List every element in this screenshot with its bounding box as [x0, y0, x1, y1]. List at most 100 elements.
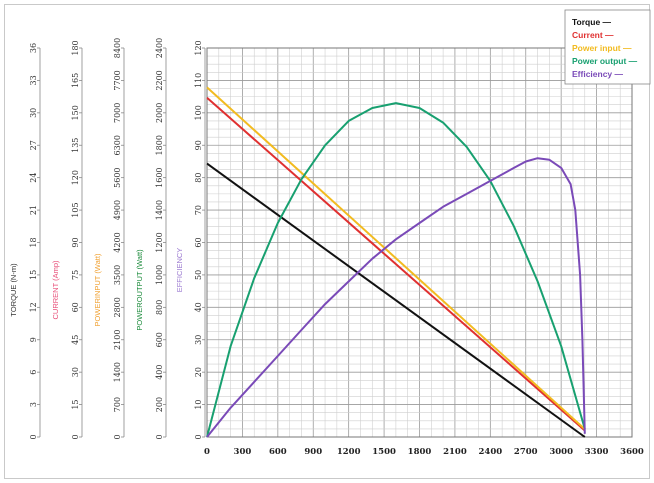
power_output-tick-label: 600: [155, 332, 164, 347]
torque-tick-label: 33: [29, 75, 38, 85]
torque-tick-label: 9: [29, 337, 38, 342]
power_input-tick-label: 7700: [113, 70, 122, 90]
current-axis-label: CURRENT (Amp): [51, 260, 60, 320]
x-tick-label: 1800: [408, 447, 432, 457]
power_input-tick-label: 0: [113, 434, 122, 439]
x-tick-label: 900: [304, 447, 322, 457]
efficiency-tick-label: 90: [194, 140, 203, 150]
current-tick-label: 105: [71, 202, 80, 217]
series-efficiency: [206, 157, 586, 438]
efficiency-tick-label: 20: [194, 367, 203, 377]
series-power-input: [206, 86, 586, 430]
torque-tick-label: 15: [29, 270, 38, 280]
efficiency-tick-label: 120: [194, 40, 203, 55]
torque-tick-label: 6: [29, 370, 38, 375]
torque-tick-label: 18: [29, 237, 38, 247]
torque-tick-label: 27: [29, 140, 38, 150]
legend: Torque — Current — Power input — Power outp…: [564, 9, 651, 85]
torque-tick-label: 21: [29, 205, 38, 215]
legend-entry: Power input —: [572, 43, 632, 53]
power_output-tick-label: 800: [155, 300, 164, 315]
power_input-tick-label: 4200: [113, 232, 122, 252]
torque-tick-label: 30: [29, 108, 38, 118]
x-tick-label: 2700: [514, 447, 538, 457]
power_output-axis-label: POWEROUTPUT (Watt): [135, 249, 144, 331]
efficiency-tick-label: 60: [194, 237, 203, 247]
torque-tick-label: 0: [29, 434, 38, 439]
power_output-tick-label: 2200: [155, 70, 164, 90]
power_output-tick-label: 1800: [155, 135, 164, 155]
current-tick-label: 165: [71, 73, 80, 88]
x-tick-label: 2100: [443, 447, 467, 457]
current-tick-label: 75: [71, 270, 80, 280]
power_output-tick-label: 2000: [155, 103, 164, 123]
torque-tick-label: 36: [29, 43, 38, 53]
x-tick-label: 3600: [620, 447, 644, 457]
series-torque: [206, 162, 586, 438]
efficiency-tick-label: 50: [194, 270, 203, 280]
power_input-tick-label: 700: [113, 397, 122, 412]
power_output-tick-label: 1600: [155, 167, 164, 187]
current-tick-label: 120: [71, 170, 80, 185]
legend-entry: Current —: [572, 30, 614, 40]
power_input-tick-label: 5600: [113, 167, 122, 187]
efficiency-tick-label: 30: [194, 335, 203, 345]
legend-entry: Efficiency —: [572, 69, 624, 79]
current-tick-label: 30: [71, 367, 80, 377]
current-tick-label: 0: [71, 434, 80, 439]
power_output-tick-label: 400: [155, 365, 164, 380]
power_output-tick-label: 1200: [155, 232, 164, 252]
current-tick-label: 45: [71, 335, 80, 345]
x-tick-label: 600: [269, 447, 287, 457]
x-tick-label: 1200: [337, 447, 361, 457]
x-tick-label: 1500: [372, 447, 396, 457]
series-current: [206, 96, 586, 432]
current-tick-label: 135: [71, 138, 80, 153]
torque-tick-label: 24: [29, 173, 38, 183]
power_input-tick-label: 3500: [113, 265, 122, 285]
grid: [206, 47, 633, 438]
efficiency-tick-label: 100: [194, 105, 203, 120]
efficiency-tick-label: 70: [194, 205, 203, 215]
legend-entry: Torque —: [572, 17, 612, 27]
current-tick-label: 150: [71, 105, 80, 120]
power_input-axis-label: POWERINPUT (Watt): [93, 253, 102, 326]
power_input-tick-label: 2100: [113, 330, 122, 350]
current-tick-label: 60: [71, 302, 80, 312]
efficiency-axis-label: EFFICIENCY: [175, 248, 184, 293]
legend-entry: Power output —: [572, 56, 638, 66]
plot-area: [206, 47, 633, 438]
power_input-tick-label: 1400: [113, 362, 122, 382]
series-lines: [206, 86, 586, 438]
x-tick-label: 300: [234, 447, 252, 457]
power_output-tick-label: 200: [155, 397, 164, 412]
x-tick-label: 0: [204, 447, 210, 457]
x-tick-label: 3300: [585, 447, 609, 457]
current-tick-label: 15: [71, 399, 80, 409]
power_output-tick-label: 1400: [155, 200, 164, 220]
x-axis: 0 300 600 900 1200 1500 1800 2100 2400 2700 3000 33…: [204, 447, 644, 457]
x-tick-label: 3000: [549, 447, 573, 457]
efficiency-tick-label: 10: [194, 399, 203, 409]
torque-axis-label: TORQUE (N-m): [9, 263, 18, 317]
power_input-tick-label: 7000: [113, 103, 122, 123]
power_output-tick-label: 0: [155, 434, 164, 439]
efficiency-tick-label: 110: [194, 73, 203, 88]
power_output-tick-label: 2400: [155, 38, 164, 58]
power_input-tick-label: 8400: [113, 38, 122, 58]
torque-tick-label: 3: [29, 402, 38, 407]
power_output-tick-label: 1000: [155, 265, 164, 285]
current-tick-label: 90: [71, 237, 80, 247]
legend-box: [564, 9, 651, 85]
series-power-output: [206, 102, 586, 438]
efficiency-tick-label: 40: [194, 302, 203, 312]
power_input-tick-label: 4900: [113, 200, 122, 220]
x-tick-label: 2400: [478, 447, 502, 457]
efficiency-tick-label: 0: [194, 434, 203, 439]
power_input-tick-label: 2800: [113, 297, 122, 317]
power_input-tick-label: 6300: [113, 135, 122, 155]
current-tick-label: 180: [71, 40, 80, 55]
